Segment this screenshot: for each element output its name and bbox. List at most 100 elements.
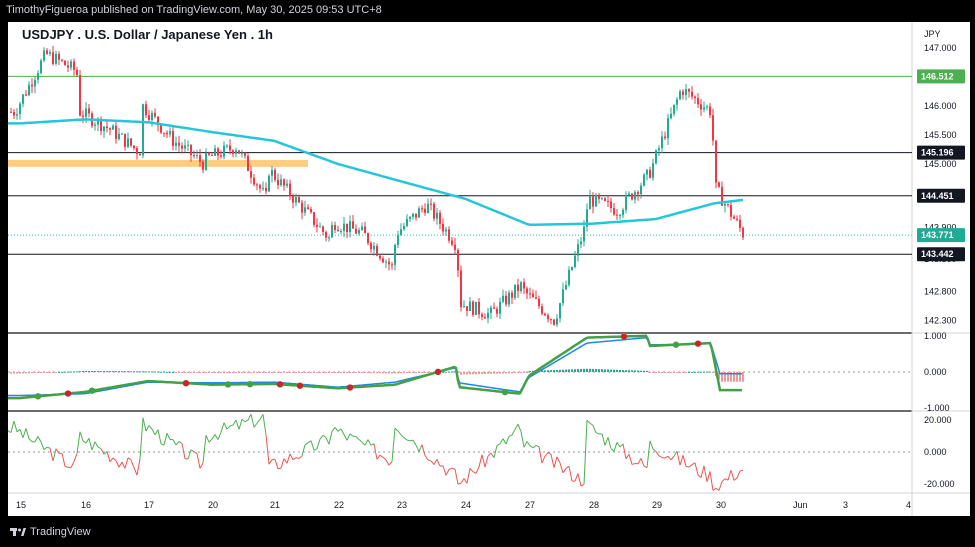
candle-body [736,218,738,220]
macd-histogram-bar [691,371,693,373]
candle-body [490,307,492,313]
candle-body [499,301,501,314]
price-label: 145.196 [921,148,954,158]
oscillator-segment [709,471,714,491]
candle-body [379,255,381,259]
oscillator-segment [640,458,645,467]
macd-histogram-bar [349,372,351,373]
oscillator-segment [574,473,579,482]
oscillator-segment [424,455,429,461]
macd-cross-dot [34,393,42,400]
oscillator-segment [397,430,402,436]
brand-footer[interactable]: TradingView [10,526,91,538]
candle-body [637,191,639,195]
macd-histogram-bar [574,369,576,372]
oscillator-segment [148,425,153,430]
macd-cross-dot [224,381,232,388]
candle-body [94,124,96,126]
candle-body [145,104,147,116]
oscillator-segment [343,434,348,441]
macd-histogram-bar [517,372,519,374]
candle-body [529,293,531,295]
macd-histogram-bar [139,371,141,373]
price-axis-tick-label: 145.000 [924,159,957,169]
oscillator-segment [130,459,135,468]
macd-histogram-bar [268,372,270,374]
candle-body [364,226,366,234]
oscillator-segment [550,454,555,468]
oscillator-segment [211,434,216,440]
candle-body [61,59,63,61]
oscillator-segment [367,439,372,446]
macd-histogram-bar [676,372,678,373]
candle-body [172,131,174,146]
candle-body [97,118,99,125]
candle-body [328,237,330,239]
macd-cross-dot [182,379,190,387]
macd-histogram-bar [109,371,111,373]
macd-histogram-bar [82,371,84,373]
oscillator-segment [664,455,669,459]
oscillator-segment [697,474,702,478]
candle-body [37,73,39,80]
candle-body [280,179,282,185]
candle-body [727,204,729,206]
macd-histogram-bar [220,372,222,374]
oscillator-segment [718,481,723,491]
macd-histogram-bar [583,368,585,372]
macd-histogram-bar [475,372,477,375]
macd-histogram-bar [655,372,657,373]
time-axis-tick-label: 28 [589,500,599,510]
ema-line [8,118,744,227]
price-label: 143.771 [921,230,954,240]
oscillator-segment [79,431,84,441]
candle-body [220,155,222,157]
oscillator-segment [631,463,636,465]
candle-body [253,177,255,185]
candle-body [601,198,603,200]
macd-histogram-bar [622,370,624,372]
candle-body [199,155,201,162]
macd-histogram-bar [511,372,513,374]
macd-histogram-bar [721,372,723,382]
oscillator-segment [727,470,732,481]
macd-histogram-bar [91,370,93,372]
oscillator-segment [304,442,309,446]
candle-body [448,229,450,241]
oscillator-segment [529,445,534,449]
oscillator-segment [391,428,396,462]
candle-body [271,169,273,176]
macd-histogram-bar [28,372,30,374]
oscillator-segment [394,427,399,432]
macd-histogram-bar [10,372,12,374]
candle-body [88,108,90,114]
oscillator-segment [460,478,465,484]
oscillator-segment [604,437,609,446]
candle-body [709,106,711,116]
macd-histogram-bar [523,372,525,373]
candle-body [103,126,105,132]
candle-body [130,138,132,146]
macd-histogram-bar [703,371,705,373]
macd-histogram-bar [115,371,117,373]
oscillator-segment [430,460,435,465]
candle-body [283,179,285,186]
macd-histogram-bar [229,372,231,374]
candle-body [112,125,114,130]
oscillator-segment [220,422,225,433]
macd-histogram-bar [589,368,591,372]
candle-body [262,187,264,189]
candle-body [76,69,78,76]
oscillator-segment [679,455,684,466]
macd-histogram-bar [469,372,471,375]
macd-histogram-bar [718,372,720,380]
macd-histogram-bar [385,372,387,374]
macd-histogram-bar [31,372,33,374]
candle-body [505,295,507,305]
candle-body [319,226,321,228]
macd-histogram-bar [457,372,459,373]
candle-body [136,148,138,155]
oscillator-segment [472,471,477,474]
macd-histogram-bar [124,371,126,373]
